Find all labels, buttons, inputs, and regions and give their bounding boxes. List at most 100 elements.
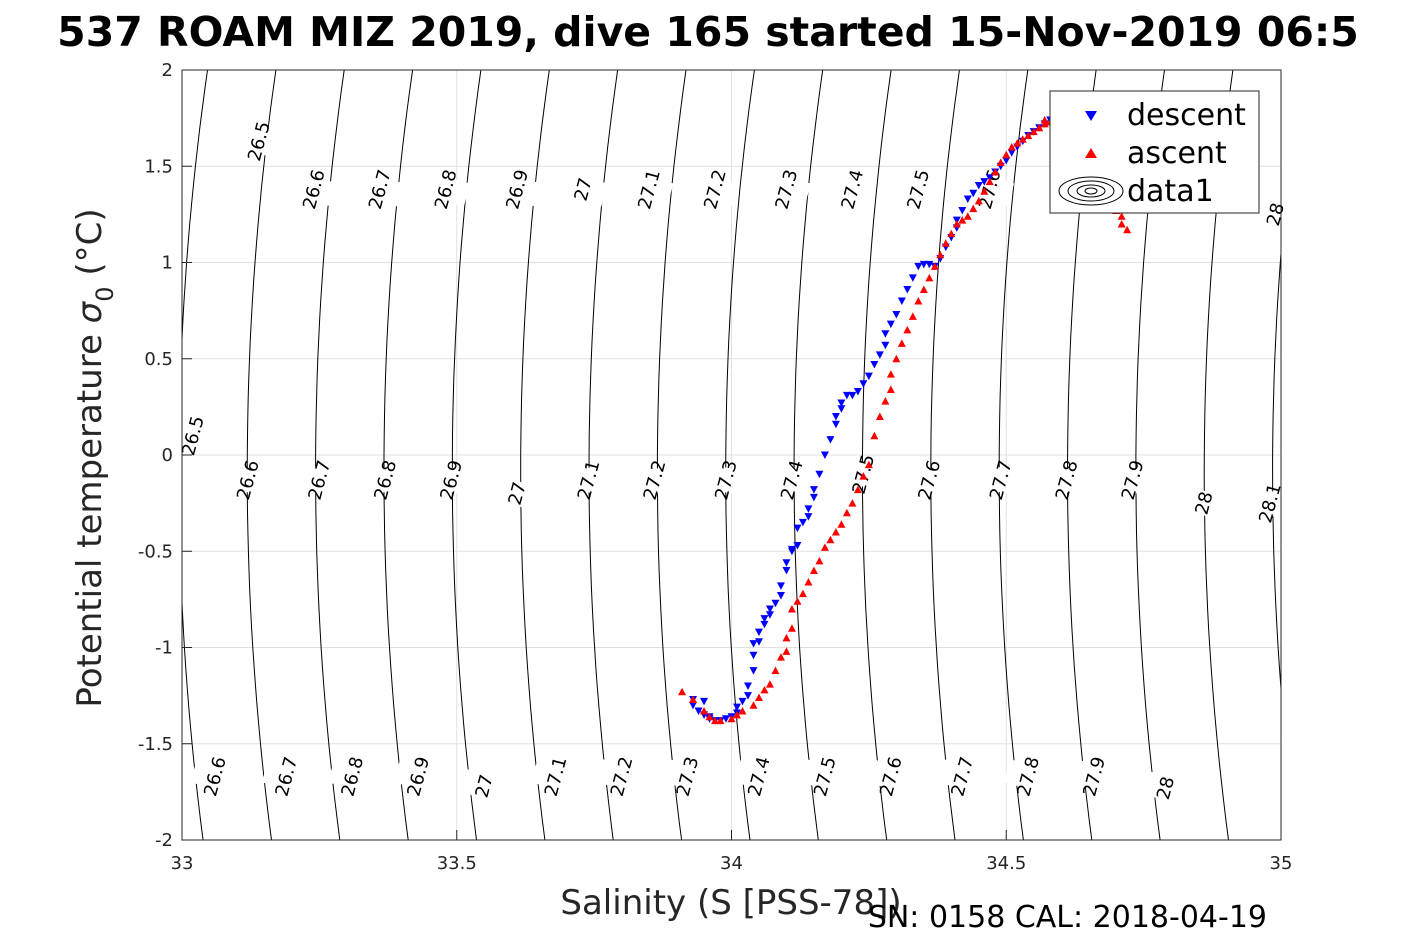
contour-label-background: [701, 462, 751, 498]
descent-point: [892, 310, 901, 319]
contour-label-background: [893, 172, 943, 207]
ascent-point: [952, 220, 961, 228]
legend: descent ascent data1: [1049, 90, 1260, 214]
ascent-point: [700, 707, 709, 715]
ascent-point: [754, 693, 763, 702]
contour-label: 27.8: [1013, 755, 1044, 799]
ascent-point: [782, 647, 791, 655]
ascent-point: [864, 460, 873, 469]
y-tick-label: 2: [162, 60, 173, 81]
density-contour-line: [111, 70, 140, 840]
contour-label-background: [1069, 759, 1119, 794]
ascent-point: [958, 216, 967, 224]
contour-label: 26.5: [244, 119, 275, 163]
ascent-point: [749, 701, 758, 709]
ascent-point: [831, 528, 840, 536]
ascent-point: [1007, 143, 1016, 151]
descent-point: [743, 682, 752, 690]
y-tick-label: -1: [155, 638, 173, 659]
descent-point: [853, 387, 862, 396]
ascent-point: [771, 666, 780, 675]
density-contour-labels: 26.526.6 26.7 26.8 26.9 27 27.1 27.2 27.3 27.4 27…: [168, 119, 1300, 806]
contour-label: 27.2: [640, 458, 671, 502]
density-contour-line: [793, 70, 824, 840]
ascent-point: [908, 312, 917, 320]
ascent-point: [881, 397, 890, 405]
descent-point: [804, 505, 813, 513]
descent-point: [831, 420, 840, 429]
ascent-point: [1013, 139, 1022, 147]
ascent-point: [996, 158, 1005, 166]
ascent-point: [991, 168, 1000, 176]
contour-label: 27.1: [574, 458, 605, 502]
y-axis-label-text: Potential temperature: [70, 323, 110, 707]
ascent-point: [969, 204, 978, 213]
contour-label: 27.3: [711, 458, 742, 502]
contour-label-background: [866, 759, 916, 794]
descent-point: [809, 486, 818, 494]
contour-label-background: [800, 759, 850, 794]
contour-label-background: [531, 759, 581, 794]
ascent-point: [903, 325, 912, 334]
descent-point: [963, 195, 972, 203]
descent-point: [760, 620, 769, 629]
ascent-point: [1002, 150, 1011, 159]
ascent-point: [930, 262, 939, 270]
descent-point: [809, 493, 818, 502]
contour-label-background: [459, 768, 509, 804]
contour-label-background: [327, 759, 377, 794]
contour-label-background: [630, 462, 679, 498]
contour-label: 27.1: [634, 167, 665, 211]
descent-point: [765, 611, 774, 619]
ascent-point: [826, 535, 835, 544]
ascent-point: [914, 297, 923, 305]
ascent-point: [765, 680, 774, 688]
contour-label-background: [223, 462, 273, 498]
contour-label: 27.5: [903, 167, 934, 211]
contour-label-background: [1251, 197, 1300, 232]
ascent-point: [727, 714, 736, 723]
ascent-point: [732, 710, 741, 719]
descent-point: [842, 391, 851, 400]
descent-point: [820, 451, 829, 459]
descent-point: [798, 518, 807, 527]
contour-label: 26.8: [337, 755, 368, 799]
descent-point: [804, 513, 813, 521]
ascent-point: [689, 695, 698, 703]
contour-label-background: [262, 759, 311, 794]
descent-point: [749, 667, 758, 675]
contour-label: 27.8: [1052, 458, 1083, 502]
contour-label-background: [828, 172, 877, 207]
contour-label: 27.9: [1118, 458, 1149, 502]
ascent-point: [1035, 123, 1044, 132]
contour-label-background: [690, 172, 740, 207]
descent-point: [925, 260, 934, 269]
ascent-point: [859, 472, 868, 480]
density-contour-line: [246, 70, 277, 840]
contour-label: 27.6: [914, 458, 945, 502]
y-axis-label-subscript: 0: [91, 286, 119, 301]
descent-point: [815, 470, 824, 479]
legend-data1-label: data1: [1127, 174, 1214, 209]
descent-point: [881, 330, 890, 338]
contour-label: 26.6: [233, 458, 264, 502]
chart-title: 537 ROAM MIZ 2019, dive 165 started 15-N…: [57, 8, 1359, 56]
legend-descent-label: descent: [1127, 98, 1246, 133]
descent-point: [760, 615, 769, 623]
contour-label: 27.6: [975, 167, 1006, 211]
descent-point: [837, 405, 846, 413]
contour-label-background: [421, 172, 471, 207]
x-tick-label: 35: [1270, 853, 1293, 874]
contour-label-background: [564, 462, 613, 498]
y-axis-label-sigma: σ: [70, 300, 110, 323]
descent-point: [754, 638, 763, 646]
descent-point: [837, 399, 846, 408]
contour-label-background: [355, 172, 405, 207]
y-tick-label: 1.5: [144, 156, 173, 177]
contour-label: 26.7: [305, 458, 336, 502]
legend-data1-contour-icon: [1058, 176, 1124, 206]
descent-point: [689, 701, 698, 710]
density-contour-line: [998, 70, 1029, 840]
contour-label-background: [597, 759, 646, 794]
